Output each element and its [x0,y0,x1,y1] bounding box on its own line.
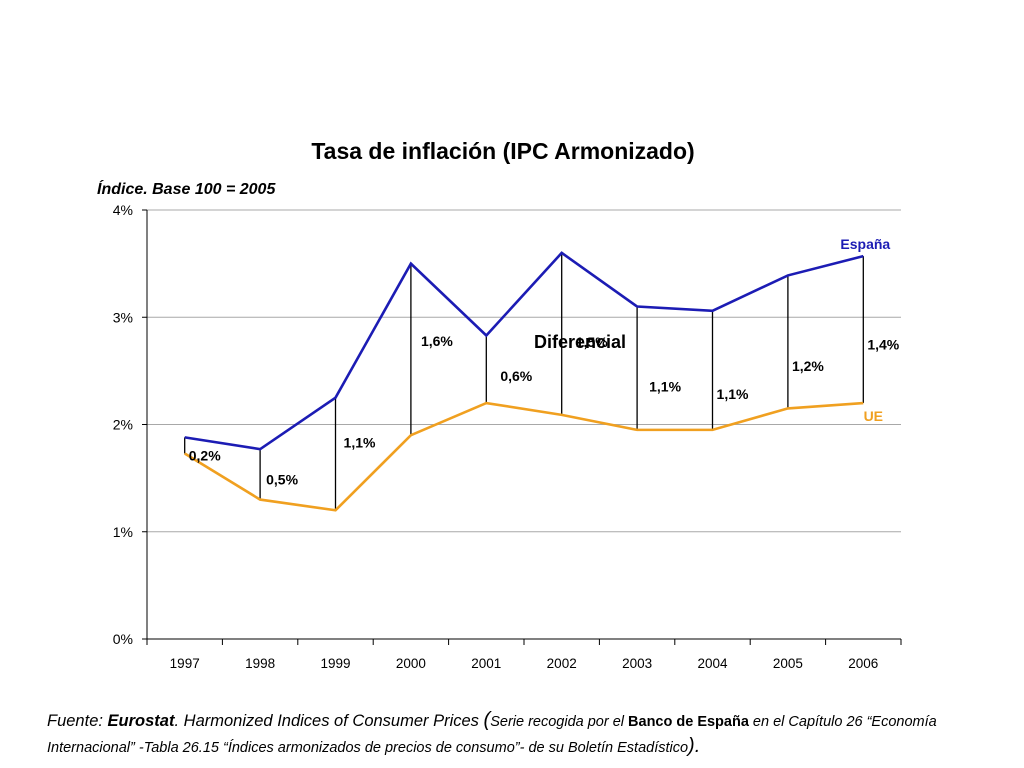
series-lines [184,251,864,512]
data-labels: España UE 0,2% 0,5% 1,1% 1,6% 0,6% 1,5% 1,1% 1,1%… [189,236,900,487]
differential-value-label: 1,1% [649,379,681,395]
differential-value-label: 1,6% [421,333,453,349]
gridlines [147,209,901,533]
y-tick-label: 3% [113,309,133,325]
source-paren-open: ( [483,709,491,731]
x-tick-label: 1998 [245,656,275,671]
source-eurostat: Eurostat [107,712,175,730]
inflation-chart: Tasa de inflación (IPC Armonizado) Índic… [97,138,902,671]
x-tick-label: 1999 [320,656,350,671]
source-note: Fuente: Eurostat. Harmonized Indices of … [47,708,1007,760]
x-tick-label: 2001 [471,656,501,671]
x-tick-label: 2004 [697,656,728,671]
chart-subtitle: Índice. Base 100 = 2005 [97,179,276,198]
y-tick-label: 0% [113,631,133,647]
differential-value-label: 1,1% [717,386,749,402]
x-tick-label: 2005 [773,656,803,671]
series-label-espana: España [840,236,890,252]
source-text2: Serie recogida por el [490,714,629,730]
x-tick-label: 1997 [170,656,200,671]
differential-value-label: 1,5% [576,334,608,350]
source-banco: Banco de España [628,714,749,730]
source-text1: . Harmonized Indices of Consumer Prices [174,712,484,730]
differential-value-label: 0,5% [266,471,298,487]
x-tick-label: 2000 [396,656,426,671]
differential-value-label: 0,2% [189,447,221,463]
series-line-espana [184,251,864,451]
differential-lines [184,252,864,511]
differential-value-label: 1,1% [344,435,376,451]
series-line-ue [184,401,864,512]
y-tick-label: 2% [113,417,133,433]
differential-value-label: 1,4% [867,336,899,352]
axes: 0% 1% 2% 3% 4% 1997 1998 1999 2000 2001 2002 2003 20… [113,202,902,671]
differential-label: Diferencial [534,332,626,352]
source-prefix: Fuente: [47,712,108,730]
source-text3: en el Capítulo 26 “Economía Internaciona… [47,714,937,756]
x-tick-label: 2003 [622,656,652,671]
y-tick-label: 1% [113,524,133,540]
x-tick-label: 2002 [547,656,577,671]
x-tick-label: 2006 [848,656,878,671]
differential-value-label: 1,2% [792,358,824,374]
series-label-ue: UE [864,408,883,424]
chart-title: Tasa de inflación (IPC Armonizado) [311,138,694,164]
differential-value-label: 0,6% [500,368,532,384]
source-paren-close: ). [688,735,701,757]
y-tick-label: 4% [113,202,133,218]
